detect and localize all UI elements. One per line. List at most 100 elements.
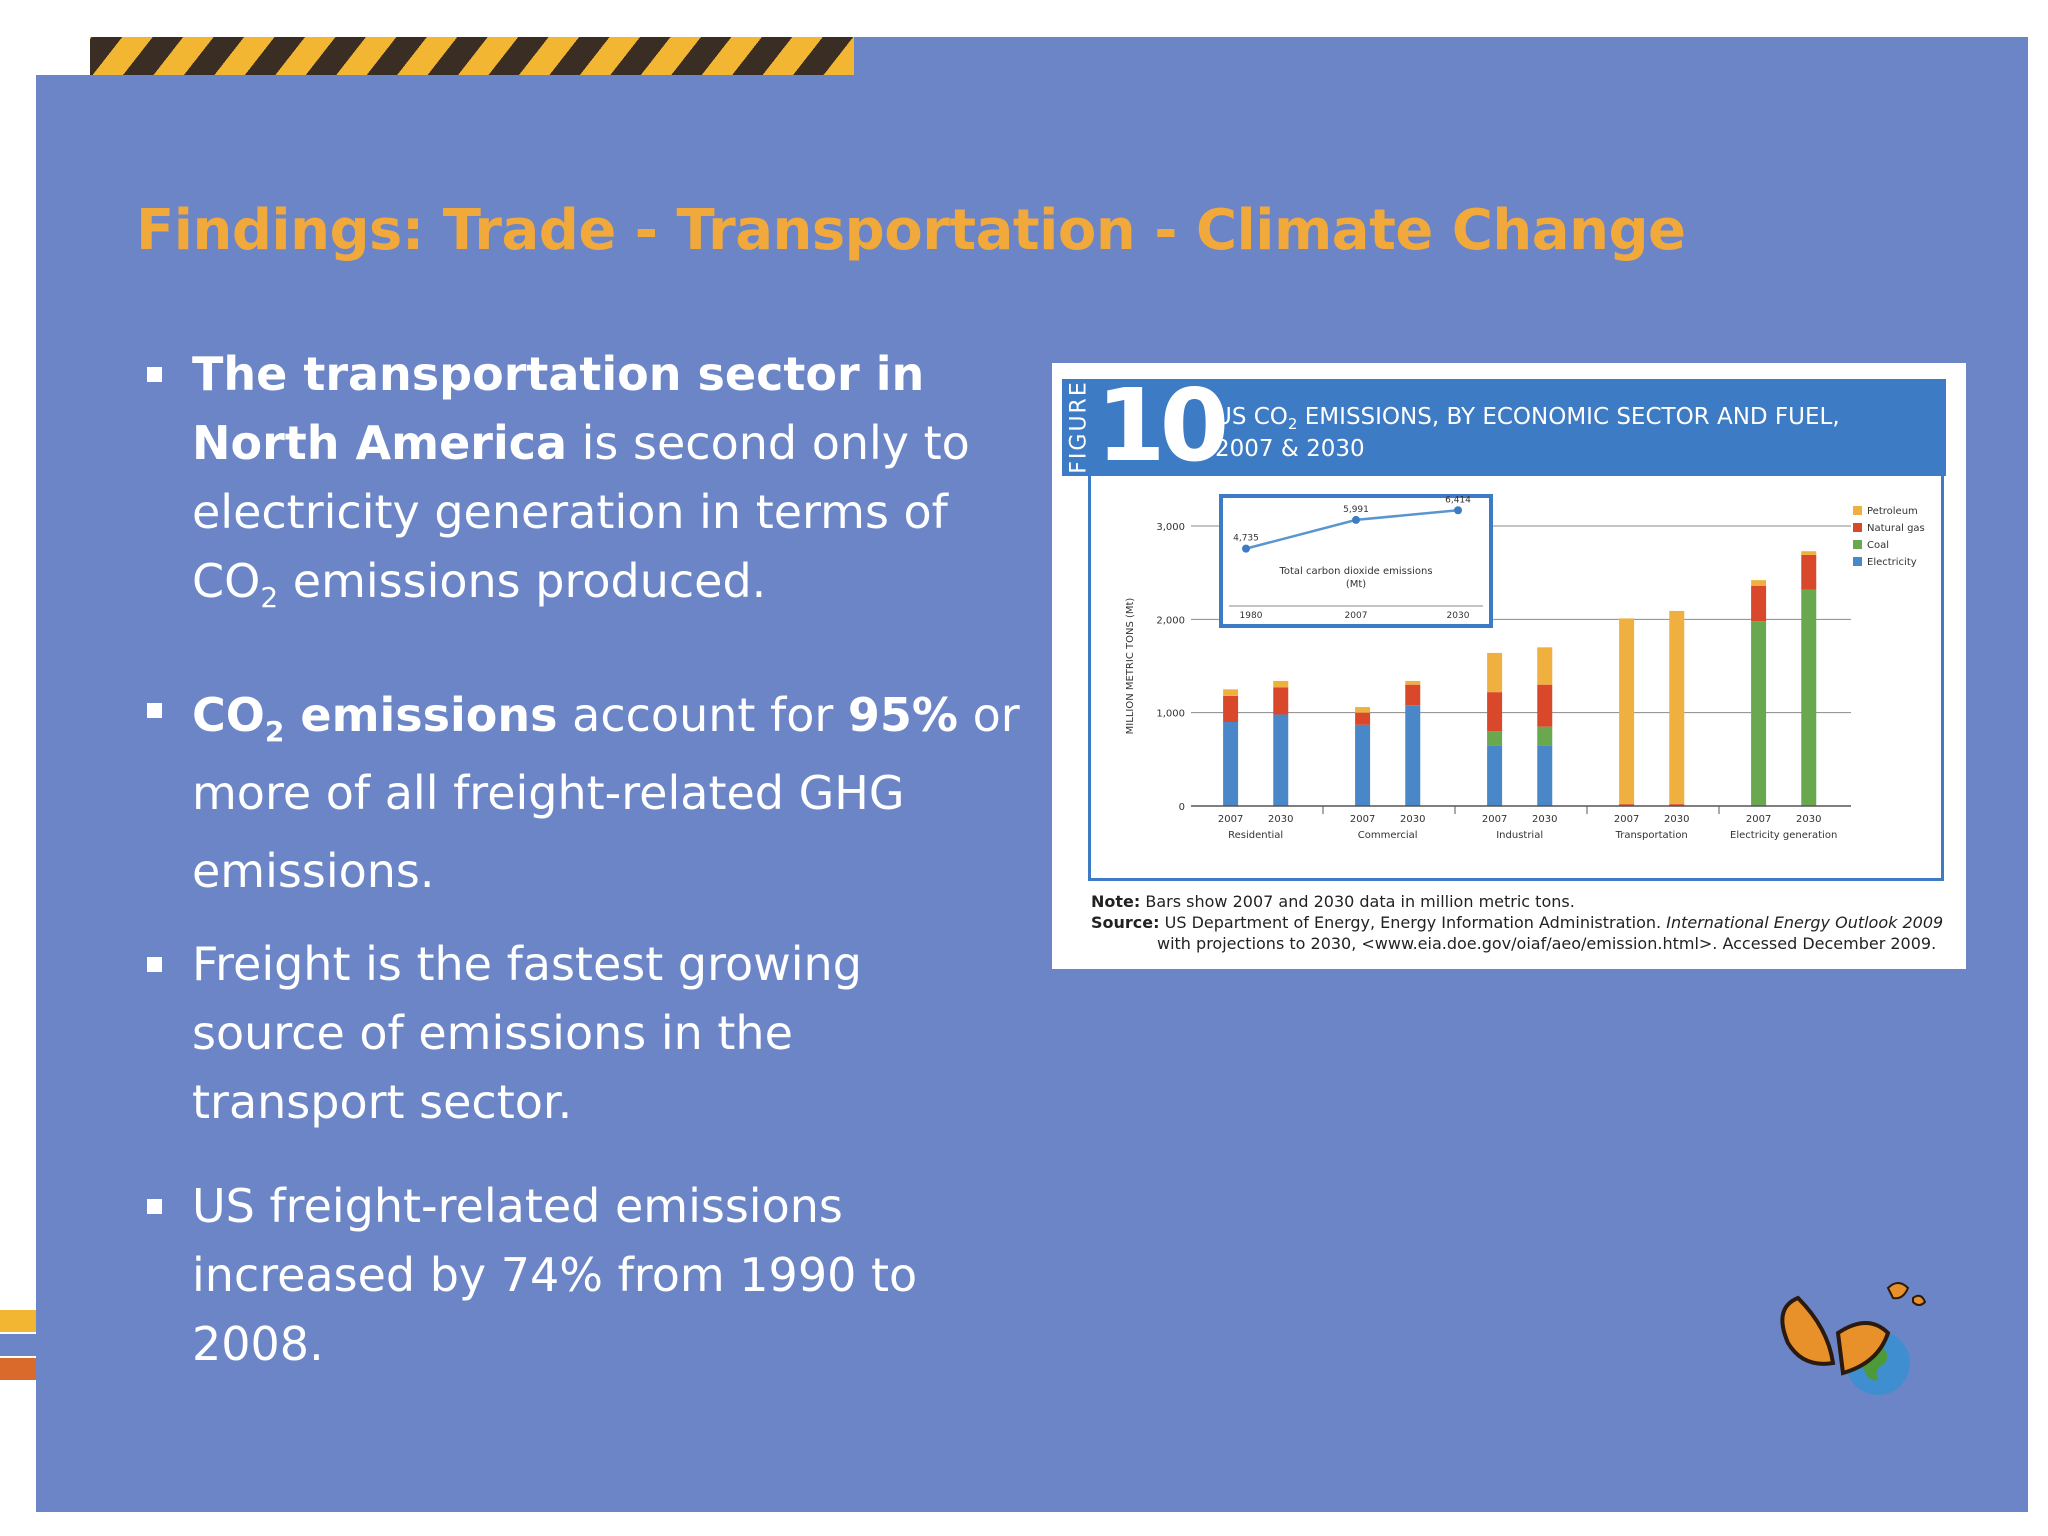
x-group-label: Electricity generation [1730,830,1837,841]
x-year-label: 2007 [1614,814,1639,825]
bullet-1-bold: The transportation sector in North Ameri… [192,347,925,470]
inset-x-label: 2007 [1345,611,1368,621]
bar-segment [1619,618,1635,805]
y-axis-label: MILLION METRIC TONS (Mt) [1125,598,1136,735]
bar-segment [1751,580,1767,586]
inset-point [1352,515,1360,524]
figure-number: 10 [1096,367,1229,484]
legend-label: Natural gas [1867,523,1925,534]
inset-point-label: 6,414 [1445,495,1471,505]
bar-segment [1801,551,1817,555]
bar-segment [1223,722,1239,806]
slide-title: Findings: Trade - Transportation - Clima… [136,198,1686,263]
bullet-co2-emissions: CO2 emissions account for 95% or more of… [140,676,1020,910]
figure-header: FIGURE 10 US CO2 EMISSIONS, BY ECONOMIC … [1062,367,1946,484]
x-year-label: 2030 [1268,814,1293,825]
note-line: Note: Bars show 2007 and 2030 data in mi… [1091,891,1951,912]
bullet-1-text-end: emissions produced. [278,554,767,608]
bar-segment [1487,731,1503,746]
legend-label: Coal [1867,540,1889,551]
bar-segment [1751,585,1767,622]
bullet-2-text-end: or more of all freight-related GHG emiss… [192,688,1020,898]
bar-segment [1487,652,1503,693]
bar-segment [1669,610,1685,805]
inset-point-label: 5,991 [1343,505,1369,515]
bar-segment [1537,647,1553,685]
inset-x-label: 2030 [1447,611,1470,621]
inset-title: Total carbon dioxide emissions [1278,566,1432,577]
bullet-1-text: is second only to electricity generation… [192,416,970,608]
legend-swatch [1853,540,1862,549]
bar-segment [1537,745,1553,806]
figure-label: FIGURE [1062,379,1096,476]
bullet-2-text: account for [557,688,848,742]
x-year-label: 2007 [1350,814,1375,825]
bar-segment [1619,804,1635,806]
bullet-2-bold-co: CO [192,688,265,742]
bullet-freight-increase: US freight-related emissions increased b… [140,1172,1020,1379]
source-line: Source: US Department of Energy, Energy … [1091,912,1951,933]
bullet-1-subscript: 2 [260,581,279,614]
x-group-label: Residential [1228,830,1283,841]
y-tick-label: 2,000 [1156,615,1185,626]
figure-title-b: EMISSIONS, BY ECONOMIC SECTOR AND FUEL, [1297,404,1840,430]
bar-segment [1405,684,1421,706]
bar-segment [1537,726,1553,746]
bar-segment [1801,554,1817,590]
legend-label: Electricity [1867,557,1917,568]
figure-notes: Note: Bars show 2007 and 2030 data in mi… [1091,891,1951,954]
x-year-label: 2030 [1532,814,1557,825]
logo-graphic [1780,1282,1927,1395]
inset-point [1242,544,1250,553]
bullet-transportation-sector: The transportation sector in North Ameri… [140,340,1020,616]
bar-segment [1405,680,1421,685]
note-text: Bars show 2007 and 2030 data in million … [1140,892,1575,911]
bar-segment [1355,707,1371,713]
y-tick-label: 1,000 [1156,709,1185,720]
butterfly-wing-right [1835,1321,1891,1376]
chart-frame: 0 1,000 2,000 3,000 MILLION METRIC TONS (Mt)… [1088,476,1944,881]
x-year-label: 2007 [1482,814,1507,825]
x-year-label: 2030 [1664,814,1689,825]
bar-segment [1273,714,1289,806]
butterfly-small-icon [1886,1282,1927,1306]
figure-panel: FIGURE 10 US CO2 EMISSIONS, BY ECONOMIC … [1052,363,1966,969]
y-tick-label: 0 [1179,802,1185,813]
bar-segment [1537,684,1553,727]
bullet-2-bold-percent: 95% [847,688,959,742]
source-italic: International Energy Outlook 2009 [1666,913,1944,932]
figure-label-text: FIGURE [1066,380,1092,474]
inset-point-label: 4,735 [1233,534,1259,544]
x-group-label: Transportation [1615,830,1688,841]
x-year-label: 2030 [1796,814,1821,825]
hazard-stripe-bar [90,37,854,75]
inset-subtitle: (Mt) [1346,579,1366,590]
legend-label: Petroleum [1867,506,1918,517]
inset-point [1454,506,1462,515]
bullet-freight-fastest: Freight is the fastest growing source of… [140,930,1020,1137]
bar-segment [1801,589,1817,806]
x-year-label: 2007 [1218,814,1243,825]
note-label: Note: [1091,892,1141,911]
x-group-label: Industrial [1496,830,1543,841]
bar-segment [1355,724,1371,806]
y-tick-label: 3,000 [1156,522,1185,533]
bullet-2-bold-emissions: emissions [284,688,558,742]
slide-top-edge [854,37,2028,75]
emissions-chart: 0 1,000 2,000 3,000 MILLION METRIC TONS (Mt)… [1125,494,1925,841]
figure-title: US CO2 EMISSIONS, BY ECONOMIC SECTOR AND… [1215,401,1840,465]
side-tab-orange [0,1358,36,1380]
x-year-label: 2007 [1746,814,1771,825]
x-year-label: 2030 [1400,814,1425,825]
bar-segment [1273,680,1289,688]
figure-title-a: US CO [1215,404,1288,430]
bar-segment [1487,692,1503,732]
side-color-tabs [0,1310,36,1382]
butterfly-wing-left [1780,1295,1836,1366]
cec-logo [1768,1268,1968,1468]
source-text: US Department of Energy, Energy Informat… [1159,913,1667,932]
figure-title-sub: 2 [1287,415,1298,433]
bar-segment [1405,705,1421,806]
inset-x-label: 1980 [1240,611,1263,621]
figure-title-years: 2007 & 2030 [1215,436,1365,462]
